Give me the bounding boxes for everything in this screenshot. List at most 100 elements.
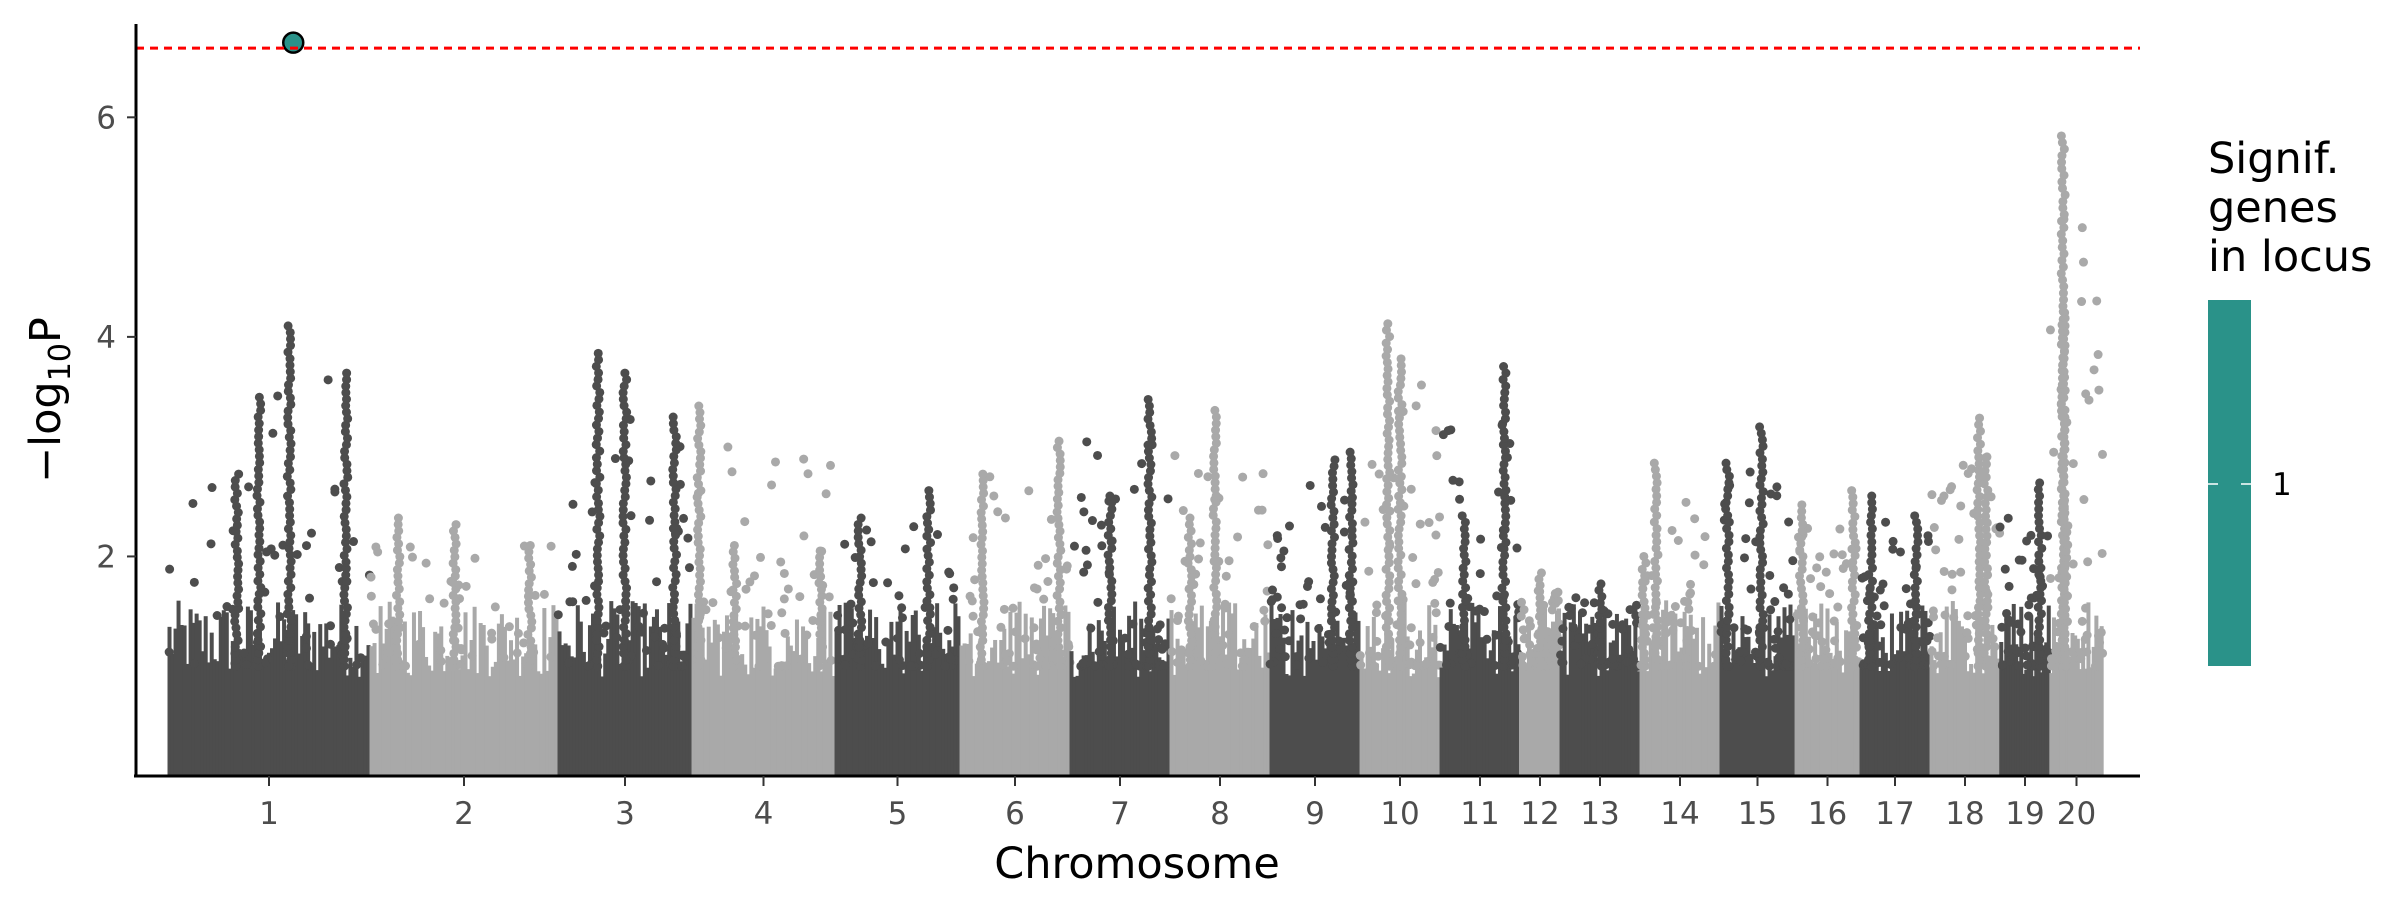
- data-point: [1724, 589, 1734, 599]
- data-point: [779, 568, 789, 578]
- data-point: [1973, 511, 1983, 521]
- data-point: [1284, 521, 1294, 531]
- data-point: [1382, 390, 1392, 400]
- data-point-cluster: [987, 661, 992, 776]
- data-point-cluster: [983, 667, 988, 776]
- data-point-cluster: [819, 671, 824, 776]
- data-point-cluster: [1326, 638, 1331, 776]
- data-point-cluster: [615, 614, 620, 776]
- data-point: [1499, 433, 1509, 443]
- data-point: [730, 572, 740, 582]
- data-point: [1937, 660, 1947, 670]
- data-point: [1224, 556, 1234, 566]
- data-point-cluster: [1341, 637, 1346, 776]
- data-point: [1043, 577, 1053, 587]
- data-point-cluster: [1676, 651, 1681, 776]
- data-point: [1411, 401, 1421, 411]
- data-point: [740, 621, 750, 631]
- data-point: [253, 635, 263, 645]
- data-point: [1384, 558, 1394, 568]
- data-point-cluster: [1467, 648, 1472, 776]
- data-point: [2098, 648, 2108, 658]
- data-point: [1224, 629, 1234, 639]
- data-point: [1106, 583, 1116, 593]
- data-point: [1448, 475, 1458, 485]
- data-point: [669, 622, 679, 632]
- data-point: [840, 539, 850, 549]
- data-point-cluster: [188, 609, 193, 776]
- data-point: [978, 636, 988, 646]
- data-point: [1476, 534, 1486, 544]
- data-point-cluster: [336, 645, 341, 776]
- data-point-cluster: [664, 654, 669, 776]
- data-point-cluster: [1338, 640, 1343, 776]
- data-point: [1211, 576, 1221, 586]
- data-point-cluster: [1384, 618, 1389, 776]
- data-point: [393, 577, 403, 587]
- data-point-cluster: [1810, 662, 1815, 776]
- data-point: [1835, 657, 1845, 667]
- data-point: [342, 466, 352, 476]
- data-point-cluster: [1698, 673, 1702, 776]
- data-point: [1144, 570, 1154, 580]
- data-point: [212, 610, 222, 620]
- y-tick-label: 4: [96, 320, 116, 356]
- data-point: [1806, 574, 1816, 584]
- data-point: [989, 491, 999, 501]
- data-point: [943, 625, 953, 635]
- data-point-cluster: [1087, 623, 1092, 776]
- data-point: [1721, 504, 1731, 514]
- data-point-cluster: [746, 674, 751, 776]
- data-point-cluster: [2086, 602, 2091, 776]
- data-point: [1226, 657, 1236, 667]
- data-point: [1500, 498, 1510, 508]
- data-point: [1517, 597, 1527, 607]
- data-point-cluster: [1136, 676, 1141, 776]
- data-point-cluster: [993, 639, 998, 776]
- data-point-cluster: [384, 628, 389, 776]
- data-point: [945, 569, 955, 579]
- data-point: [1765, 570, 1775, 580]
- data-point: [284, 635, 294, 645]
- data-point: [1651, 602, 1661, 612]
- data-point-cluster: [947, 640, 952, 776]
- data-point: [1690, 514, 1700, 524]
- data-point-cluster: [1090, 651, 1095, 776]
- data-point: [1724, 576, 1734, 586]
- data-point: [1384, 441, 1394, 451]
- data-point-cluster: [472, 606, 477, 776]
- data-point: [1963, 468, 1973, 478]
- data-point: [1346, 460, 1356, 470]
- data-point-cluster: [536, 671, 541, 776]
- data-point-cluster: [357, 676, 362, 776]
- data-point-cluster: [1978, 667, 1983, 776]
- data-point-cluster: [1938, 632, 1943, 776]
- data-point: [368, 619, 378, 629]
- data-point-cluster: [1914, 603, 1919, 776]
- data-point: [1848, 499, 1858, 509]
- data-point: [863, 638, 873, 648]
- data-point: [592, 466, 602, 476]
- data-point: [2077, 297, 2087, 307]
- data-point: [770, 457, 780, 467]
- data-point: [1973, 609, 1983, 619]
- data-point: [979, 604, 989, 614]
- data-point: [1396, 615, 1406, 625]
- data-point-cluster: [1329, 669, 1334, 776]
- data-point: [284, 602, 294, 612]
- data-point: [394, 526, 404, 536]
- data-point: [1406, 623, 1416, 633]
- data-point: [1564, 602, 1574, 612]
- data-point-cluster: [1278, 614, 1283, 776]
- data-point: [1167, 647, 1177, 657]
- data-point: [1797, 532, 1807, 542]
- data-point: [1550, 588, 1560, 598]
- data-point: [641, 645, 651, 655]
- data-point: [449, 635, 459, 645]
- data-point: [1983, 603, 1993, 613]
- data-point: [601, 621, 611, 631]
- data-point-cluster: [297, 653, 302, 776]
- data-point-cluster: [1996, 658, 2001, 776]
- data-point: [1055, 655, 1065, 665]
- data-point-cluster: [1023, 613, 1028, 776]
